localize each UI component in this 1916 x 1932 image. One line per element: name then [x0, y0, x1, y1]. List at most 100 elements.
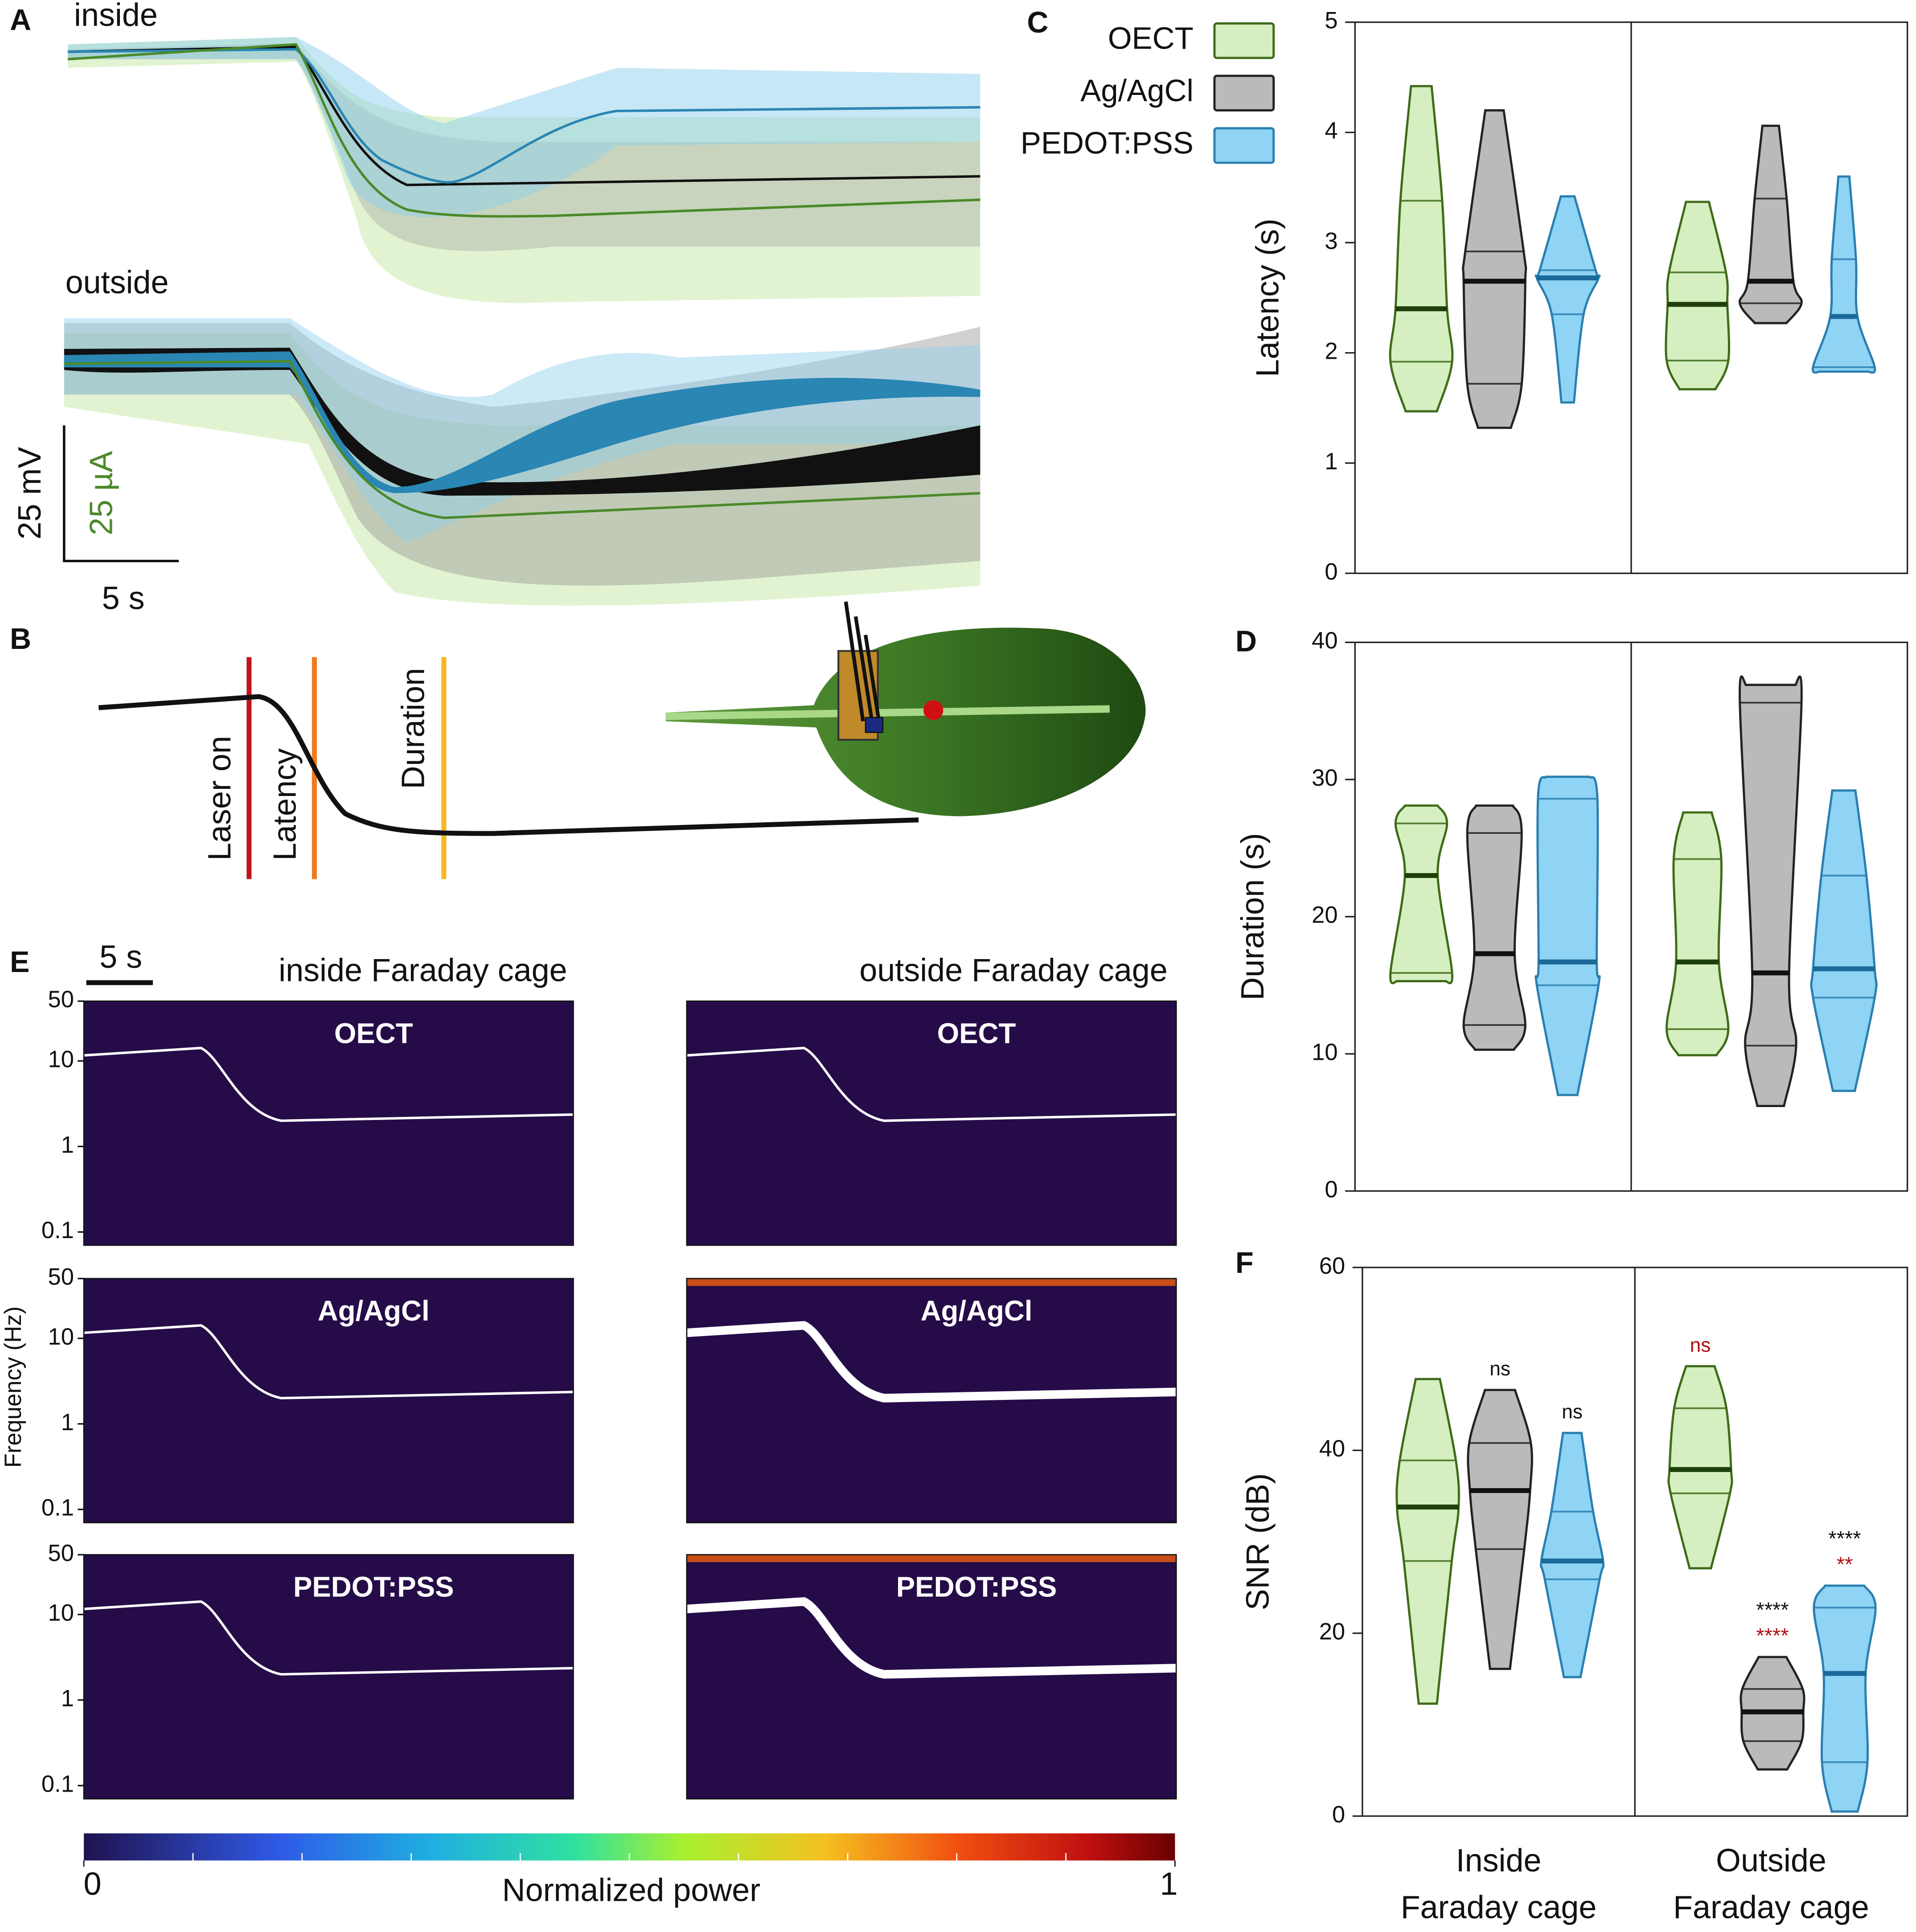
trace [98, 694, 919, 836]
violin [1810, 789, 1878, 1092]
significance-label: **** [1828, 1526, 1861, 1550]
y-tick-label: 10 [48, 1600, 74, 1626]
spectrogram-power [84, 1700, 574, 1799]
y-tick-label: 1 [1325, 448, 1338, 475]
y-tick-label: 0 [1325, 558, 1338, 585]
violin [1539, 1432, 1605, 1678]
panel-letter: C [1027, 6, 1048, 39]
y-tick-label: 0.1 [41, 1217, 74, 1243]
spectrogram-content [686, 1001, 1177, 1246]
violin [1738, 675, 1803, 1108]
leaf-illustration [665, 601, 1146, 816]
y-tick-label: 40 [1319, 1436, 1345, 1462]
axis-label: Latency (s) [1250, 218, 1285, 377]
legend-swatch [1213, 74, 1275, 112]
panel-border [83, 1000, 574, 1246]
overlay-trace [686, 1321, 1177, 1403]
violin [1389, 804, 1453, 984]
violin [1739, 124, 1803, 324]
significance-label: ns [1562, 1401, 1583, 1423]
trace [64, 360, 981, 519]
significance-label: ** [1837, 1552, 1853, 1576]
y-tick-label: 3 [1325, 228, 1338, 254]
y-tick-label: 10 [48, 1324, 74, 1350]
overlay-trace [686, 1597, 1177, 1679]
trace [64, 351, 981, 493]
y-tick-label: 0 [1332, 1801, 1345, 1828]
violin [1395, 1378, 1460, 1705]
trace [68, 48, 981, 184]
spectrogram-power [686, 1424, 1177, 1523]
column-title: inside Faraday cage [279, 953, 567, 989]
panel-letter: D [1235, 625, 1257, 658]
panel-letter: F [1235, 1247, 1254, 1280]
spectrogram-panel [83, 1554, 574, 1800]
spectrogram-content [84, 1555, 574, 1799]
violin [1813, 1584, 1877, 1813]
y-tick-label: 0.1 [41, 1771, 74, 1797]
electrode-wire [844, 601, 882, 730]
colorbar-tick-label: 0 [83, 1866, 101, 1902]
overlay-trace [84, 1046, 574, 1122]
violin [1666, 811, 1730, 1057]
spectrogram-power [686, 1700, 1177, 1799]
legend-swatch [1213, 22, 1275, 59]
overlay-trace [686, 1046, 1177, 1122]
axis-label: SNR (dB) [1240, 1473, 1276, 1611]
y-tick-label: 10 [1312, 1039, 1338, 1065]
spectrogram-power [84, 1134, 574, 1246]
leaf [665, 628, 1146, 816]
y-tick-label: 4 [1325, 118, 1338, 144]
outside-traces [64, 318, 981, 606]
y-tick-label: 40 [1312, 628, 1338, 654]
y-tick-label: 10 [48, 1046, 74, 1072]
spectrogram-content [686, 1555, 1177, 1799]
spectrogram-panel [686, 1000, 1177, 1246]
y-tick-label: 2 [1325, 338, 1338, 365]
y-tick-label: 1 [61, 1685, 74, 1711]
y-tick-label: 20 [1319, 1618, 1345, 1645]
panel-letter: E [10, 946, 29, 979]
violin [1811, 175, 1876, 374]
trace-title: inside [74, 0, 158, 33]
y-tick-label: 50 [48, 1264, 74, 1290]
spectrogram-content [84, 1278, 574, 1523]
scale-bar [63, 425, 179, 562]
y-tick-label: 60 [1319, 1253, 1345, 1279]
y-tick-label: 1 [61, 1132, 74, 1158]
column-title: outside Faraday cage [859, 953, 1168, 989]
panel-title: PEDOT:PSS [293, 1571, 454, 1603]
panel-title: PEDOT:PSS [896, 1571, 1057, 1603]
marker-label: Duration [395, 668, 431, 789]
inside-traces [67, 37, 981, 303]
legend-label: OECT [1108, 21, 1194, 56]
y-tick-label: 1 [61, 1409, 74, 1436]
spectrogram-panel [686, 1554, 1177, 1800]
spectrogram-power [686, 1278, 1177, 1286]
spectrogram-panel [83, 1278, 574, 1523]
colorbar-label: Normalized power [502, 1872, 760, 1908]
marker-label: Laser on [202, 736, 238, 861]
significance-label: ns [1489, 1358, 1510, 1380]
panel-letter: B [10, 623, 31, 656]
violin [1534, 195, 1601, 404]
panel-border [83, 1554, 574, 1800]
panel-border [686, 1554, 1177, 1800]
violin [1462, 109, 1527, 429]
panel-title: Ag/AgCl [318, 1295, 430, 1327]
spectrogram-power [686, 1555, 1177, 1563]
scale-label: 5 s [99, 939, 142, 975]
spectrogram-panel [83, 1000, 574, 1246]
violin [1665, 201, 1730, 390]
x-category-label: Faraday cage [1401, 1890, 1597, 1925]
panel-border [686, 1278, 1177, 1523]
axis-label: Duration (s) [1235, 833, 1271, 1001]
spectrogram-content [84, 1001, 574, 1246]
violin [1462, 804, 1526, 1051]
scale-label: 5 s [102, 580, 145, 616]
legend-swatch [1213, 127, 1275, 164]
overlay-trace [84, 1600, 574, 1676]
x-category-label: Faraday cage [1673, 1890, 1869, 1925]
y-tick-label: 20 [1312, 902, 1338, 928]
